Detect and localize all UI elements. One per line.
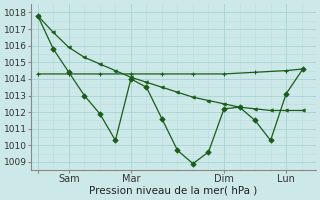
X-axis label: Pression niveau de la mer( hPa ): Pression niveau de la mer( hPa ) — [90, 186, 258, 196]
